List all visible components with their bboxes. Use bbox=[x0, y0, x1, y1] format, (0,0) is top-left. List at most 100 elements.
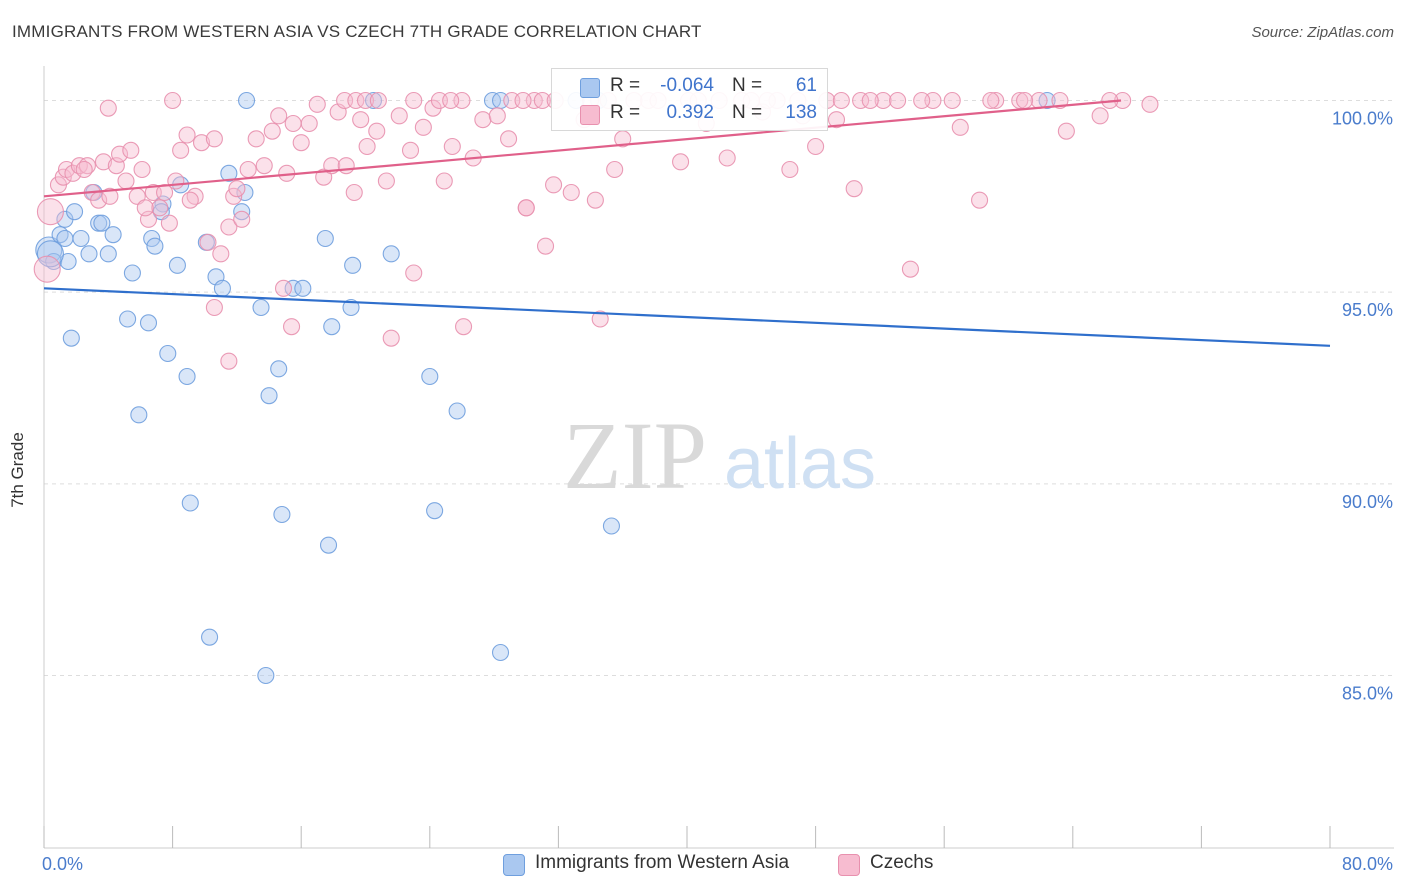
czechs-point bbox=[368, 122, 386, 140]
n-value-blue: 61 bbox=[795, 75, 817, 96]
czechs-point bbox=[488, 107, 506, 125]
western-asia-point bbox=[323, 318, 341, 336]
chart-title: IMMIGRANTS FROM WESTERN ASIA VS CZECH 7T… bbox=[12, 22, 702, 41]
czechs-point bbox=[382, 329, 400, 347]
czechs-point bbox=[718, 149, 736, 167]
x-tick-label: 0.0% bbox=[42, 854, 83, 874]
czechs-point bbox=[36, 198, 64, 226]
watermark-atlas: atlas bbox=[724, 424, 876, 504]
tick-labels: 100.0% 95.0% 90.0% 85.0% 0.0% 80.0% bbox=[42, 109, 1393, 875]
czechs-point bbox=[1030, 91, 1048, 110]
western-asia-point bbox=[236, 183, 254, 202]
czechs-point bbox=[443, 137, 461, 156]
czechs-point bbox=[136, 199, 154, 217]
czechs-point bbox=[156, 183, 174, 202]
czechs-point bbox=[220, 218, 238, 236]
watermark-zip: ZIP bbox=[563, 402, 707, 509]
czechs-point bbox=[178, 126, 196, 144]
czechs-point bbox=[172, 141, 190, 159]
western-asia-point bbox=[123, 264, 141, 282]
czechs-point bbox=[874, 91, 892, 110]
western-asia-point bbox=[201, 628, 219, 646]
czechs-point bbox=[442, 91, 460, 110]
czechs-point bbox=[356, 91, 375, 110]
western-asia-point bbox=[342, 298, 360, 317]
czechs-point bbox=[33, 255, 61, 283]
czechs-point bbox=[401, 141, 420, 159]
watermark: ZIP atlas bbox=[563, 402, 876, 509]
western-asia-point bbox=[213, 279, 231, 297]
czechs-point bbox=[533, 91, 551, 110]
western-asia-point bbox=[56, 229, 74, 248]
western-asia-point bbox=[80, 245, 98, 263]
y-tick-label: 90.0% bbox=[1342, 492, 1393, 512]
x-tick-label: 80.0% bbox=[1342, 854, 1393, 874]
czechs-point bbox=[971, 191, 989, 209]
czechs-point bbox=[1141, 95, 1159, 113]
czechs-point bbox=[247, 130, 265, 148]
czechs-point bbox=[94, 153, 113, 171]
legend-swatch-pink bbox=[838, 854, 860, 876]
western-asia-point bbox=[45, 252, 63, 271]
czechs-point bbox=[435, 172, 453, 190]
czechs-point bbox=[337, 157, 355, 175]
czechs-point bbox=[377, 172, 395, 190]
pink-swatch bbox=[580, 105, 600, 125]
western-asia-point bbox=[316, 229, 334, 248]
czechs-point bbox=[562, 183, 580, 202]
czechs-point bbox=[455, 318, 473, 336]
western-asia-point bbox=[220, 164, 238, 182]
czechs-point bbox=[255, 157, 273, 175]
y-tick-label: 95.0% bbox=[1342, 300, 1393, 320]
czechs-point bbox=[414, 118, 432, 136]
czechs-point bbox=[586, 191, 604, 209]
czechs-point bbox=[781, 160, 799, 179]
czechs-point bbox=[151, 199, 169, 217]
r-value-blue: -0.064 bbox=[660, 75, 714, 96]
western-asia-point bbox=[237, 91, 256, 110]
czechs-point bbox=[517, 199, 535, 217]
western-asia-point bbox=[178, 367, 196, 386]
r-label: R = bbox=[610, 102, 641, 123]
western-asia-point bbox=[159, 344, 177, 363]
czechs-point bbox=[308, 95, 326, 113]
western-asia-trend-line bbox=[43, 287, 1331, 347]
czechs-point bbox=[164, 91, 182, 110]
czechs-point bbox=[160, 214, 178, 232]
czechs-point bbox=[101, 187, 119, 205]
czechs-point bbox=[901, 260, 919, 278]
western-asia-point bbox=[181, 494, 199, 512]
czechs-point bbox=[514, 91, 532, 110]
western-asia-point bbox=[168, 256, 186, 274]
western-asia-point bbox=[491, 643, 510, 662]
czechs-point bbox=[913, 91, 931, 110]
western-asia-point bbox=[257, 666, 275, 685]
western-asia-point bbox=[139, 314, 158, 332]
czechs-point bbox=[212, 245, 230, 263]
czechs-point bbox=[405, 91, 423, 110]
western-asia-point bbox=[72, 229, 90, 248]
czechs-point bbox=[352, 111, 370, 129]
czechs-point bbox=[889, 91, 907, 110]
czechs-point bbox=[284, 114, 302, 133]
czechs-point bbox=[270, 107, 288, 125]
n-label: N = bbox=[732, 102, 763, 123]
czechs-point bbox=[405, 264, 423, 282]
legend-label-czechs: Czechs bbox=[870, 852, 934, 873]
n-label: N = bbox=[732, 75, 763, 96]
czechs-point bbox=[807, 137, 825, 156]
czechs-point bbox=[263, 122, 281, 140]
western-asia-point bbox=[426, 502, 444, 520]
western-asia-point bbox=[93, 214, 111, 232]
axes bbox=[43, 66, 1394, 849]
western-asia-point bbox=[130, 406, 148, 424]
czechs-point bbox=[122, 141, 140, 159]
trend-lines bbox=[43, 99, 1331, 347]
western-asia-point bbox=[59, 252, 77, 271]
western-asia-point bbox=[65, 203, 84, 221]
western-asia-point bbox=[421, 367, 439, 386]
y-tick-label: 100.0% bbox=[1332, 109, 1393, 129]
n-value-pink: 138 bbox=[785, 102, 817, 123]
czechs-point bbox=[292, 134, 310, 152]
